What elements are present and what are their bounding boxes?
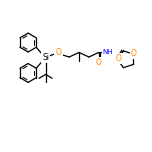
Text: O: O bbox=[131, 49, 137, 58]
Text: O: O bbox=[116, 54, 121, 63]
Text: O: O bbox=[56, 48, 61, 57]
Text: NH: NH bbox=[103, 49, 113, 55]
Text: Si: Si bbox=[42, 53, 49, 62]
Text: O: O bbox=[96, 58, 102, 67]
